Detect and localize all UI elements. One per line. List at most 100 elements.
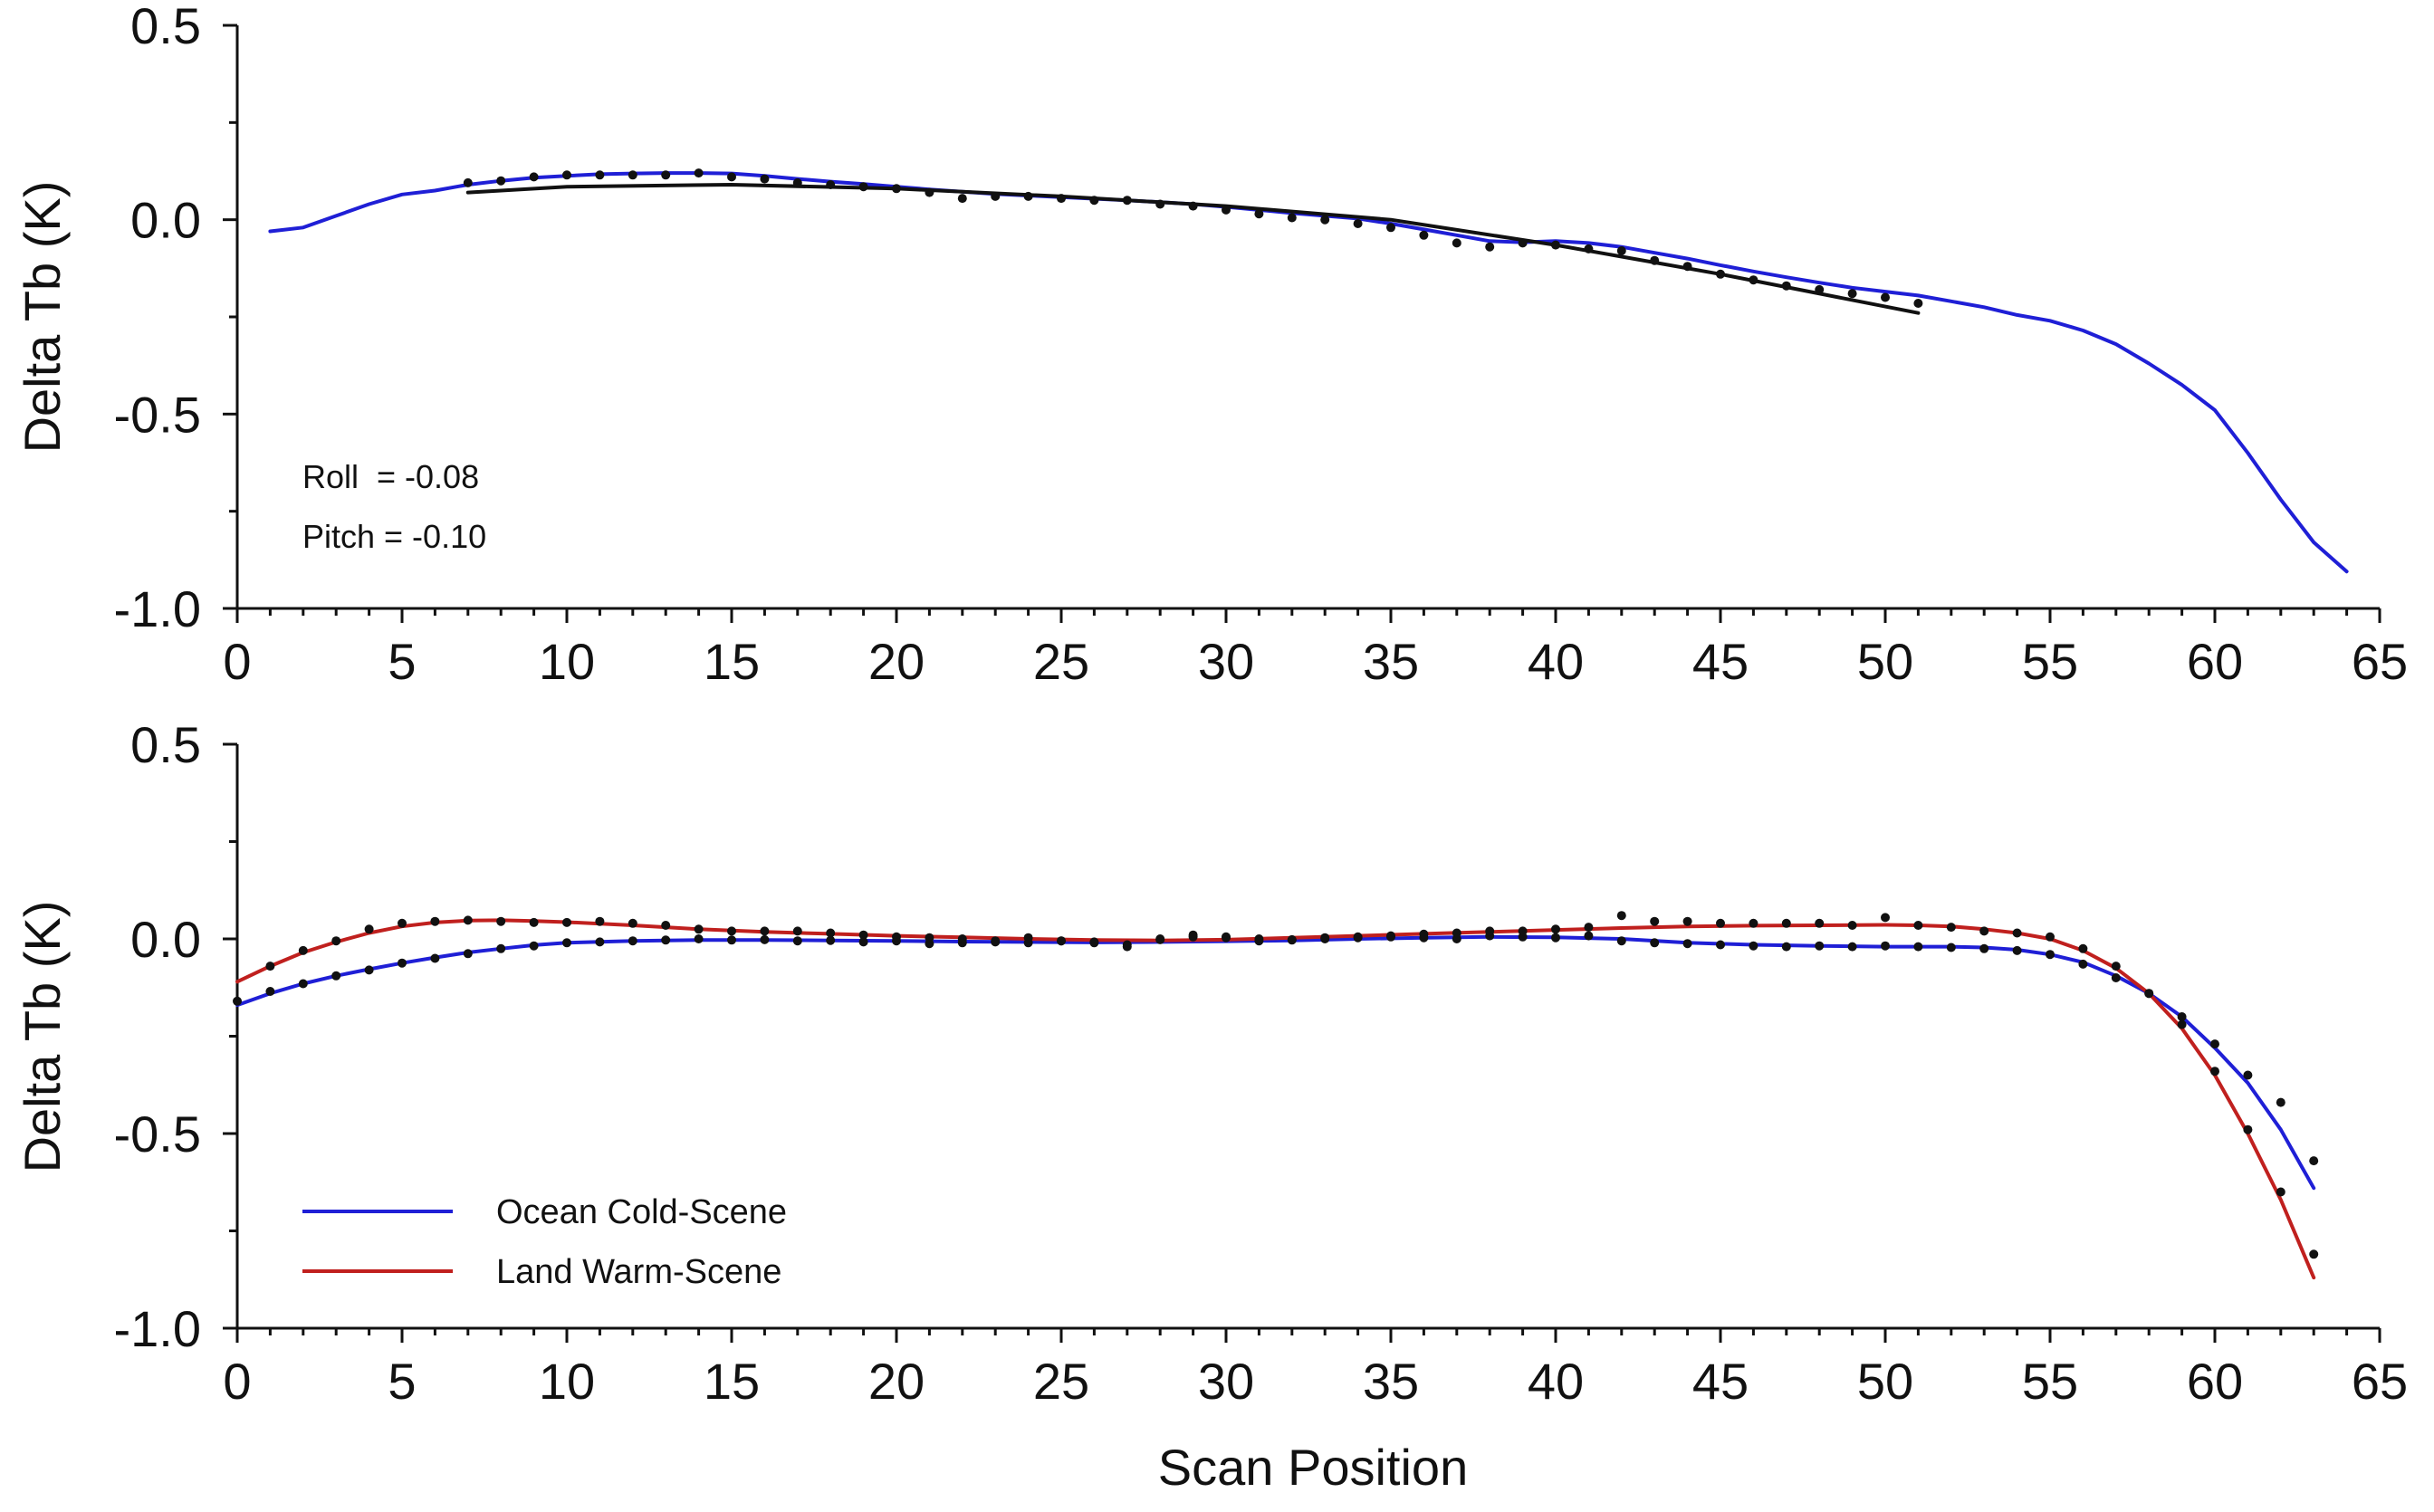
x-tick-label: 50 (1857, 1353, 1913, 1410)
data-point (265, 987, 275, 996)
data-point (1682, 916, 1692, 926)
data-point (1781, 918, 1791, 928)
data-point (1650, 255, 1660, 265)
y-tick-label: 0.5 (130, 0, 201, 54)
data-point (2177, 1012, 2187, 1021)
data-point (529, 941, 539, 951)
data-point (2210, 1067, 2219, 1077)
y-tick-label: -1.0 (114, 1300, 202, 1357)
x-tick-label: 50 (1857, 633, 1913, 690)
x-tick-label: 45 (1692, 633, 1749, 690)
legend-label-ocean: Ocean Cold-Scene (496, 1193, 787, 1231)
data-point (1254, 934, 1264, 943)
data-point (2046, 932, 2055, 942)
data-point (496, 176, 506, 186)
data-point (1616, 911, 1626, 921)
data-point (2111, 973, 2121, 982)
data-point (2012, 945, 2022, 955)
data-point (364, 965, 374, 975)
data-point (398, 958, 407, 968)
data-point (2177, 1019, 2187, 1029)
top-panel: 0 5 10 15 20 25 30 35 40 45 50 55 60 65 -1.0 -0.5 0.0 0.5… (14, 0, 2408, 690)
data-point (1815, 918, 1825, 928)
data-point (1650, 938, 1660, 948)
x-tick-label: 10 (539, 1353, 595, 1410)
data-point (826, 935, 836, 945)
x-tick-label: 5 (388, 1353, 416, 1410)
data-point (1122, 942, 1132, 952)
x-tick-label: 60 (2187, 633, 2243, 690)
data-point (694, 924, 704, 934)
data-point (496, 916, 506, 926)
data-point (1155, 199, 1165, 209)
x-tick-label: 60 (2187, 1353, 2243, 1410)
data-point (463, 949, 473, 959)
x-tick-label: 40 (1528, 1353, 1584, 1410)
data-point (727, 926, 736, 936)
data-point (1287, 213, 1297, 223)
top-series (268, 168, 2349, 574)
x-tick-label: 45 (1692, 1353, 1749, 1410)
data-point (792, 177, 802, 187)
data-point (2276, 1187, 2285, 1197)
data-point (1584, 931, 1594, 941)
data-point (694, 168, 704, 178)
data-point (1320, 215, 1330, 225)
data-point (595, 170, 605, 180)
x-tick-label: 5 (388, 633, 416, 690)
data-point (1913, 942, 1923, 952)
data-point (1650, 916, 1660, 926)
data-point (760, 174, 770, 184)
data-point (1881, 941, 1890, 951)
data-point (1616, 246, 1626, 255)
data-point (661, 935, 671, 945)
data-point (1551, 240, 1560, 250)
data-point (760, 926, 770, 936)
data-point (1057, 194, 1066, 204)
data-point (858, 930, 868, 940)
series-line-black-fit (465, 183, 1921, 315)
data-point (661, 921, 671, 930)
data-point (1815, 941, 1825, 951)
data-point (1386, 223, 1395, 233)
data-point (1320, 933, 1330, 943)
x-axis-title: Scan Position (1158, 1439, 1468, 1496)
legend-label-land: Land Warm-Scene (496, 1253, 781, 1291)
data-point (925, 187, 934, 197)
data-point (1913, 299, 1923, 308)
data-point (1155, 934, 1165, 943)
data-point (1188, 930, 1198, 940)
data-point (628, 170, 637, 180)
data-point (1023, 933, 1033, 943)
data-point (265, 962, 275, 971)
data-point (628, 936, 637, 946)
data-point (727, 172, 736, 182)
data-point (792, 936, 802, 946)
x-tick-label: 25 (1033, 633, 1089, 690)
x-tick-label: 30 (1198, 633, 1254, 690)
data-point (1222, 205, 1231, 215)
y-tick-label: 0.5 (130, 716, 201, 773)
data-point (430, 953, 440, 963)
x-tick-label: 0 (223, 633, 251, 690)
data-point (2012, 928, 2022, 938)
top-tick-labels: 0 5 10 15 20 25 30 35 40 45 50 55 60 65 -1.0 -0.5 0.0 0.5 (114, 0, 2409, 690)
y-tick-label: -0.5 (114, 1105, 202, 1163)
data-point (496, 943, 506, 953)
data-point (858, 937, 868, 947)
data-point (694, 934, 704, 943)
data-point (1188, 201, 1198, 211)
bottom-tick-labels: 0 5 10 15 20 25 30 35 40 45 50 55 60 65 -1.0 -0.5 0.0 0.5 (114, 716, 2409, 1410)
data-point (1847, 942, 1857, 952)
bottom-y-axis-title: Delta Tb (K) (14, 901, 71, 1173)
x-tick-label: 65 (2352, 633, 2408, 690)
data-point (1584, 244, 1594, 254)
data-point (562, 917, 571, 927)
data-point (1485, 926, 1495, 936)
data-point (1222, 932, 1231, 942)
data-point (562, 938, 571, 948)
data-point (364, 924, 374, 934)
data-point (991, 191, 1001, 201)
data-point (1946, 943, 1956, 952)
data-point (1847, 921, 1857, 930)
